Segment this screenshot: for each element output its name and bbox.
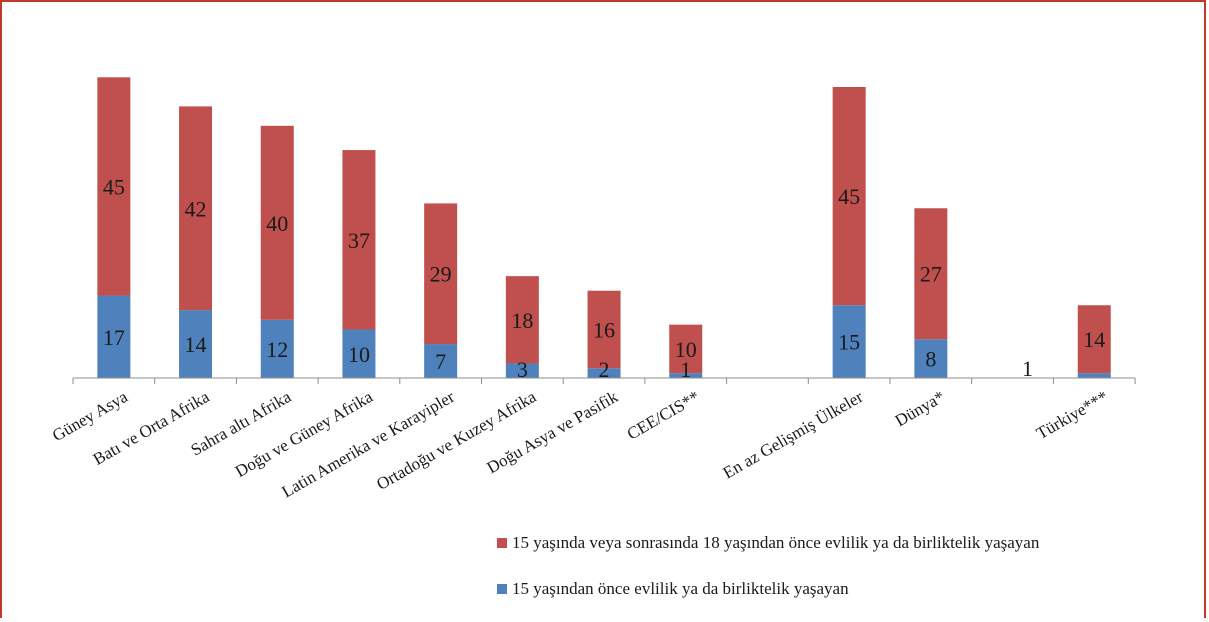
value-label-under-15: 1 [1022, 356, 1033, 381]
value-label-15-to-18: 45 [838, 184, 860, 209]
bar-under-15 [179, 310, 213, 378]
category-label: Doğu Asya ve Pasifik [484, 387, 622, 478]
bar-under-15 [424, 344, 458, 378]
value-label-under-15: 14 [185, 332, 207, 357]
bar-15-to-18 [505, 276, 539, 364]
value-label-under-15: 2 [599, 357, 610, 382]
bar-under-15 [97, 295, 131, 378]
legend: 15 yaşında veya sonrasında 18 yaşından ö… [497, 533, 1040, 598]
legend-swatch-red [497, 538, 507, 548]
legend-label-blue: 15 yaşından önce evlilik ya da birliktel… [512, 579, 849, 598]
bar-15-to-18 [669, 324, 703, 374]
bar-15-to-18 [1077, 305, 1111, 374]
bar-15-to-18 [179, 106, 213, 311]
bar-under-15 [505, 363, 539, 378]
bar-under-15 [342, 329, 376, 378]
value-label-under-15: 8 [925, 347, 936, 372]
category-label: Dünya* [892, 387, 948, 430]
bars-layer [97, 77, 1111, 378]
category-label: Türkiye*** [1033, 387, 1111, 443]
legend-swatch-blue [497, 584, 507, 594]
bar-under-15 [260, 319, 294, 378]
value-label-15-to-18: 45 [103, 174, 125, 199]
bar-under-15 [669, 373, 703, 378]
value-label-15-to-18: 40 [266, 211, 288, 236]
bar-15-to-18 [342, 150, 376, 330]
value-label-15-to-18: 27 [920, 262, 942, 287]
bar-15-to-18 [587, 290, 621, 369]
x-axis-ticks [72, 378, 1136, 384]
bar-under-15 [914, 339, 948, 378]
value-label-under-15: 3 [517, 357, 528, 382]
value-label-15-to-18: 10 [675, 337, 697, 362]
value-label-under-15: 12 [266, 337, 288, 362]
category-label: En az Gelişmiş Ülkeler [720, 387, 867, 483]
bar-15-to-18 [260, 125, 294, 320]
value-label-15-to-18: 29 [430, 262, 452, 287]
category-label: CEE/CIS** [624, 387, 703, 444]
legend-label-red: 15 yaşında veya sonrasında 18 yaşından ö… [512, 533, 1040, 552]
bar-under-15 [587, 368, 621, 378]
category-label: Doğu ve Güney Afrika [232, 387, 376, 481]
value-label-15-to-18: 18 [511, 308, 533, 333]
value-label-under-15: 10 [348, 342, 370, 367]
bar-15-to-18 [914, 208, 948, 340]
value-label-under-15: 1 [680, 357, 691, 382]
bar-under-15 [1077, 373, 1111, 378]
value-label-15-to-18: 16 [593, 318, 615, 343]
value-label-under-15: 17 [103, 325, 125, 350]
bar-15-to-18 [832, 87, 866, 306]
value-label-under-15: 7 [435, 349, 446, 374]
value-label-15-to-18: 42 [185, 196, 207, 221]
value-label-under-15: 15 [838, 330, 860, 355]
value-label-15-to-18: 37 [348, 228, 370, 253]
bar-under-15 [832, 305, 866, 378]
bar-15-to-18 [97, 77, 131, 296]
bar-15-to-18 [424, 203, 458, 345]
value-label-15-to-18: 14 [1083, 327, 1105, 352]
